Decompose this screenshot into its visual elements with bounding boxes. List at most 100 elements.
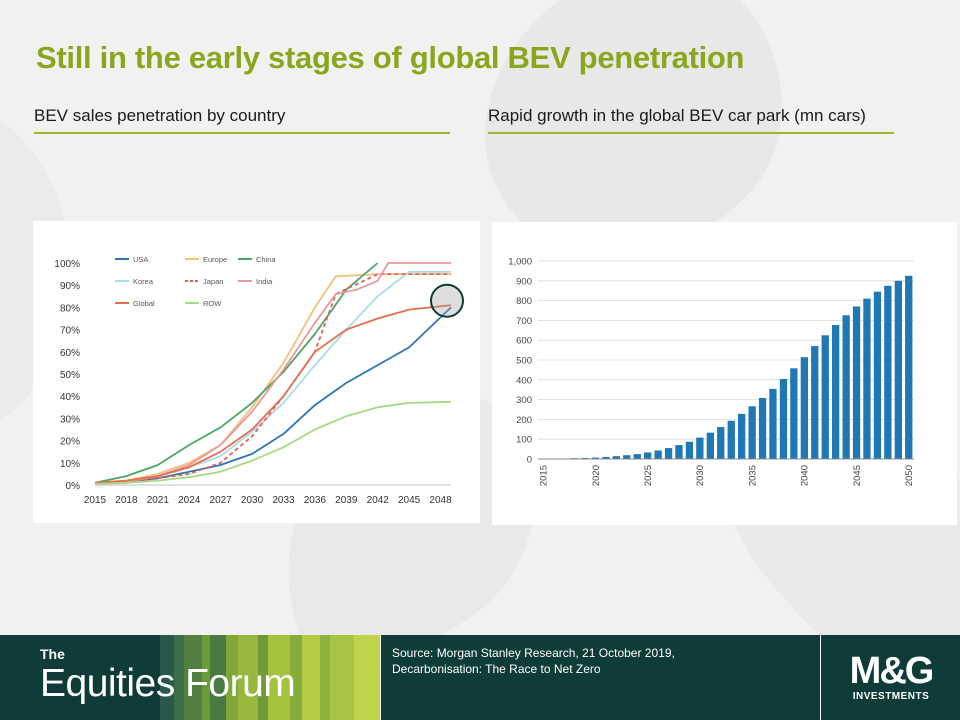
bar-2030 bbox=[696, 437, 704, 459]
brand-name: Equities Forum bbox=[40, 662, 296, 705]
bar-y-tick-label: 600 bbox=[516, 336, 532, 347]
bar-2045 bbox=[852, 306, 861, 459]
line-y-tick-label: 80% bbox=[60, 303, 80, 314]
highlight-circle bbox=[430, 283, 464, 318]
bar-2035 bbox=[748, 406, 756, 459]
bar-2027 bbox=[664, 448, 673, 459]
bar-y-tick-label: 1,000 bbox=[508, 257, 532, 268]
bar-2042 bbox=[821, 335, 829, 460]
bar-2044 bbox=[842, 315, 850, 459]
bar-2039 bbox=[790, 368, 798, 459]
line-x-tick-label: 2027 bbox=[210, 495, 233, 506]
bar-2043 bbox=[832, 325, 840, 459]
equities-forum-brand: The Equities Forum bbox=[40, 646, 296, 707]
source-line-2: Decarbonisation: The Race to Net Zero bbox=[392, 662, 601, 676]
bar-2033 bbox=[727, 420, 735, 459]
bar-2036 bbox=[758, 398, 767, 459]
bar-2047 bbox=[873, 291, 882, 459]
source-note: Source: Morgan Stanley Research, 21 Octo… bbox=[392, 645, 752, 677]
line-y-tick-label: 60% bbox=[60, 348, 80, 359]
line-x-tick-label: 2018 bbox=[115, 495, 138, 506]
line-y-tick-label: 90% bbox=[60, 281, 80, 292]
footer-stripes bbox=[0, 635, 380, 720]
bar-2020 bbox=[591, 457, 600, 459]
bar-2038 bbox=[779, 379, 788, 459]
bar-y-tick-label: 0 bbox=[527, 455, 532, 466]
left-chart-subtitle: BEV sales penetration by country bbox=[34, 106, 450, 134]
line-x-tick-label: 2036 bbox=[304, 495, 327, 506]
bar-2040 bbox=[800, 357, 808, 459]
line-x-tick-label: 2048 bbox=[429, 495, 452, 506]
bar-x-tick-label: 2035 bbox=[747, 465, 758, 486]
bar-y-tick-label: 700 bbox=[516, 316, 532, 327]
line-y-tick-label: 0% bbox=[66, 481, 81, 492]
bar-2046 bbox=[863, 298, 871, 459]
bar-y-tick-label: 900 bbox=[516, 276, 532, 287]
bar-2026 bbox=[654, 450, 662, 459]
line-series-row bbox=[94, 400, 452, 485]
bar-y-tick-label: 100 bbox=[516, 435, 532, 446]
line-y-tick-label: 10% bbox=[60, 459, 80, 470]
line-x-tick-label: 2030 bbox=[241, 495, 264, 506]
right-chart-subtitle: Rapid growth in the global BEV car park … bbox=[488, 106, 894, 134]
line-chart-svg: 0% 10% 20% 30% 40% 50% 60% 70% 80% 90% 100% 2015 201… bbox=[54, 255, 464, 506]
bar-x-tick-label: 2025 bbox=[643, 465, 654, 486]
bar-2041 bbox=[811, 346, 819, 459]
line-series-usa bbox=[94, 306, 452, 484]
bar-2037 bbox=[769, 388, 777, 459]
bar-2048 bbox=[884, 285, 892, 460]
line-series-japan bbox=[95, 273, 451, 484]
bar-y-tick-label: 400 bbox=[516, 375, 532, 386]
mg-logo-subtext: INVESTMENTS bbox=[852, 691, 930, 702]
bar-2032 bbox=[717, 427, 725, 459]
line-x-tick-label: 2042 bbox=[367, 495, 390, 506]
slide-title: Still in the early stages of global BEV … bbox=[36, 40, 745, 75]
line-x-tick-label: 2045 bbox=[398, 495, 421, 506]
mg-investments-logo: M&G INVESTMENTS bbox=[836, 651, 946, 703]
bar-2022 bbox=[612, 456, 620, 459]
bar-y-tick-label: 300 bbox=[516, 395, 532, 406]
line-y-tick-label: 30% bbox=[60, 414, 80, 425]
line-series-india bbox=[94, 262, 451, 484]
legend-label-china: China bbox=[256, 255, 276, 264]
legend-label-usa: USA bbox=[133, 255, 148, 264]
bar-2049 bbox=[894, 280, 902, 459]
bar-2050 bbox=[905, 275, 913, 459]
bar-x-tick-label: 2045 bbox=[852, 465, 863, 486]
line-y-tick-label: 70% bbox=[60, 326, 80, 337]
bar-2034 bbox=[738, 413, 746, 459]
bar-x-tick-label: 2040 bbox=[800, 465, 811, 486]
bar-x-tick-label: 2050 bbox=[904, 465, 915, 486]
car-park-bar-chart: 0 100 200 300 400 500 600 700 800 900 1,000 2015 202… bbox=[492, 222, 957, 525]
line-x-tick-label: 2033 bbox=[272, 495, 295, 506]
bar-2023 bbox=[623, 455, 631, 459]
legend-label-india: India bbox=[256, 277, 273, 286]
bar-2029 bbox=[685, 441, 694, 459]
bar-x-tick-label: 2020 bbox=[591, 465, 602, 486]
bar-x-tick-label: 2030 bbox=[695, 465, 706, 486]
bar-y-tick-label: 200 bbox=[516, 415, 532, 426]
footer: The Equities Forum Source: Morgan Stanle… bbox=[0, 635, 960, 720]
bar-2025 bbox=[644, 452, 652, 459]
bar-2024 bbox=[633, 454, 641, 459]
bar-2028 bbox=[675, 445, 683, 459]
bar-x-tick-label: 2015 bbox=[539, 465, 550, 486]
source-line-1: Source: Morgan Stanley Research, 21 Octo… bbox=[392, 646, 675, 660]
line-x-tick-label: 2021 bbox=[147, 495, 170, 506]
bar-y-tick-label: 500 bbox=[516, 356, 532, 367]
line-series-global bbox=[94, 304, 452, 484]
legend-label-europe: Europe bbox=[203, 255, 227, 264]
line-y-tick-label: 40% bbox=[60, 392, 80, 403]
legend-label-korea: Korea bbox=[133, 277, 154, 286]
line-x-tick-label: 2015 bbox=[84, 495, 107, 506]
legend-label-row: ROW bbox=[203, 299, 222, 308]
line-series-china bbox=[94, 262, 379, 484]
line-x-tick-label: 2039 bbox=[335, 495, 358, 506]
brand-the: The bbox=[40, 646, 65, 662]
line-y-tick-label: 20% bbox=[60, 437, 80, 448]
bar-2031 bbox=[706, 432, 714, 459]
line-y-tick-label: 100% bbox=[54, 259, 80, 270]
line-y-tick-label: 50% bbox=[60, 370, 80, 381]
penetration-line-chart: 0% 10% 20% 30% 40% 50% 60% 70% 80% 90% 100% 2015 201… bbox=[33, 221, 480, 523]
mg-logo-text: M&G bbox=[849, 650, 935, 692]
